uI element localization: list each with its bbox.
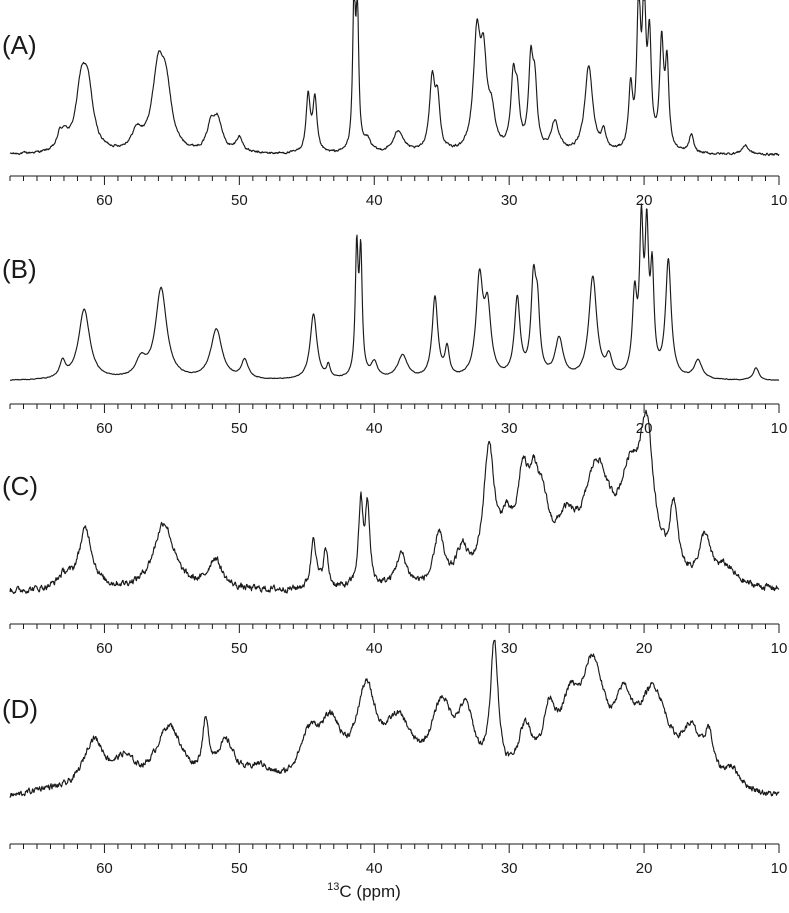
tick-label: 10: [771, 860, 788, 877]
tick-label: 60: [96, 860, 113, 877]
tick-label: 40: [366, 420, 383, 437]
x-axis-label-text: C (ppm): [339, 882, 400, 901]
tick-label: 20: [636, 420, 653, 437]
tick-label: 30: [501, 420, 518, 437]
tick-label: 30: [501, 860, 518, 877]
tick-label: 50: [231, 640, 248, 657]
tick-label: 10: [771, 192, 788, 209]
tick-label: 30: [501, 192, 518, 209]
spectrum-trace: [9, 0, 780, 157]
tick-label: 60: [96, 640, 113, 657]
tick-label: 50: [231, 192, 248, 209]
panel-label: (A): [2, 30, 37, 60]
tick-label: 10: [771, 420, 788, 437]
tick-label: 40: [366, 192, 383, 209]
tick-label: 50: [231, 420, 248, 437]
tick-label: 20: [636, 860, 653, 877]
x-axis-label: 13C (ppm): [327, 881, 401, 901]
panel-label: (D): [2, 694, 38, 724]
tick-label: 50: [231, 860, 248, 877]
tick-label: 40: [366, 640, 383, 657]
spectrum-trace: [9, 409, 780, 594]
x-axis-label-superscript: 13: [327, 881, 339, 893]
tick-label: 20: [636, 640, 653, 657]
spectrum-panel: (A) 60 50 40 30 20 10: [2, 0, 787, 209]
tick-label: 30: [501, 640, 518, 657]
spectrum-panel: (B) 60 50 40 30 20 10: [2, 203, 788, 437]
panel-label: (B): [2, 254, 37, 284]
tick-label: 40: [366, 860, 383, 877]
tick-label: 20: [636, 192, 653, 209]
spectra-panels: (A) 60 50 40 30 20 10 (B) 60 50 40 30 20 10 (C) 60 50 40 3…: [2, 0, 787, 877]
spectrum-trace: [9, 639, 780, 798]
panel-label: (C): [2, 471, 38, 501]
tick-label: 60: [96, 420, 113, 437]
tick-label: 10: [771, 640, 788, 657]
spectrum-panel: (D) 60 50 40 30 20 10: [2, 639, 788, 877]
spectrum-trace: [9, 203, 780, 381]
spectrum-panel: (C) 60 50 40 30 20 10: [2, 409, 788, 657]
tick-label: 60: [96, 192, 113, 209]
